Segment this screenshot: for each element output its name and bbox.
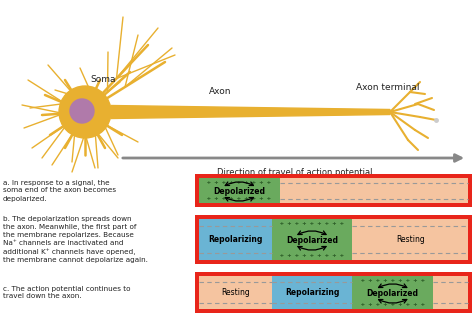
Text: + + + + + + + + +: + + + + + + + + + xyxy=(208,196,271,201)
Text: + + + + + + + + +: + + + + + + + + + xyxy=(208,180,271,185)
Text: Soma: Soma xyxy=(90,75,116,84)
Bar xyxy=(195,174,472,207)
Text: + + + + + + + + +: + + + + + + + + + xyxy=(361,278,425,283)
Bar xyxy=(195,215,472,264)
Polygon shape xyxy=(111,106,390,118)
Text: Axon terminal: Axon terminal xyxy=(356,83,420,92)
Text: Resting: Resting xyxy=(396,235,425,244)
Text: Depolarized: Depolarized xyxy=(286,236,338,245)
Text: Depolarized: Depolarized xyxy=(367,289,419,298)
Bar xyxy=(272,276,352,309)
Bar xyxy=(195,272,472,313)
Circle shape xyxy=(59,86,111,138)
Circle shape xyxy=(70,99,94,123)
Text: c. The action potential continues to
travel down the axon.: c. The action potential continues to tra… xyxy=(3,285,130,300)
Text: b. The depolarization spreads down
the axon. Meanwhile, the first part of
the me: b. The depolarization spreads down the a… xyxy=(3,216,148,263)
Bar xyxy=(199,178,280,203)
Text: + + + + + + + + +: + + + + + + + + + xyxy=(361,302,425,307)
Bar xyxy=(352,276,433,309)
Text: + + + + + + + + +: + + + + + + + + + xyxy=(280,253,344,258)
Text: + + + + + + + + +: + + + + + + + + + xyxy=(280,221,344,226)
Bar xyxy=(272,219,352,260)
Text: a. In response to a signal, the
soma end of the axon becomes
depolarized.: a. In response to a signal, the soma end… xyxy=(3,180,116,202)
Bar xyxy=(352,219,468,260)
Text: Repolarizing: Repolarizing xyxy=(208,235,263,244)
Text: Resting: Resting xyxy=(221,288,250,297)
Bar xyxy=(280,178,468,203)
Text: Repolarizing: Repolarizing xyxy=(285,288,339,297)
Bar xyxy=(199,276,272,309)
Text: Axon: Axon xyxy=(209,87,231,96)
Bar xyxy=(433,276,468,309)
Text: Direction of travel of action potential: Direction of travel of action potential xyxy=(217,168,373,177)
Text: Depolarized: Depolarized xyxy=(213,187,265,196)
Bar xyxy=(199,219,272,260)
